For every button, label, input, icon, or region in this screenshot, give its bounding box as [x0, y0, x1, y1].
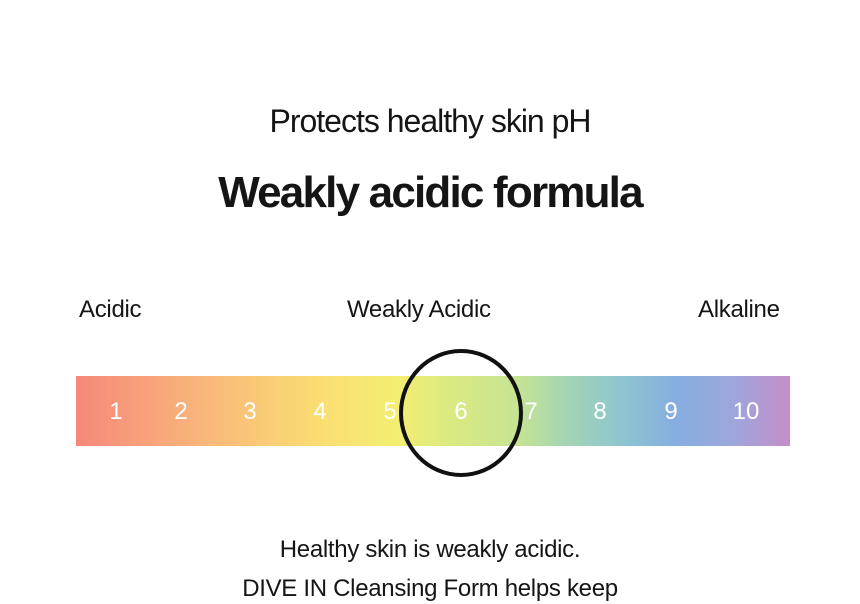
ph-number-3: 3	[243, 398, 257, 425]
ph-number-7: 7	[524, 398, 538, 425]
ph-number-1: 1	[109, 398, 123, 425]
acidic-label: Acidic	[79, 296, 142, 323]
subtitle: Protects healthy skin pH	[269, 103, 591, 139]
ph-number-10: 10	[732, 398, 760, 425]
page-title: Weakly acidic formula	[218, 168, 643, 217]
ph-number-4: 4	[313, 398, 327, 425]
body-line-2: DIVE IN Cleansing Form helps keep	[242, 575, 618, 602]
ph-number-8: 8	[593, 398, 607, 425]
ph-number-5: 5	[383, 398, 397, 425]
weakly-acidic-label: Weakly Acidic	[347, 296, 491, 323]
ph-number-9: 9	[664, 398, 678, 425]
body-line-1: Healthy skin is weakly acidic.	[279, 536, 581, 563]
ph-number-2: 2	[174, 398, 188, 425]
highlight-circle	[399, 349, 523, 477]
alkaline-label: Alkaline	[698, 296, 780, 323]
